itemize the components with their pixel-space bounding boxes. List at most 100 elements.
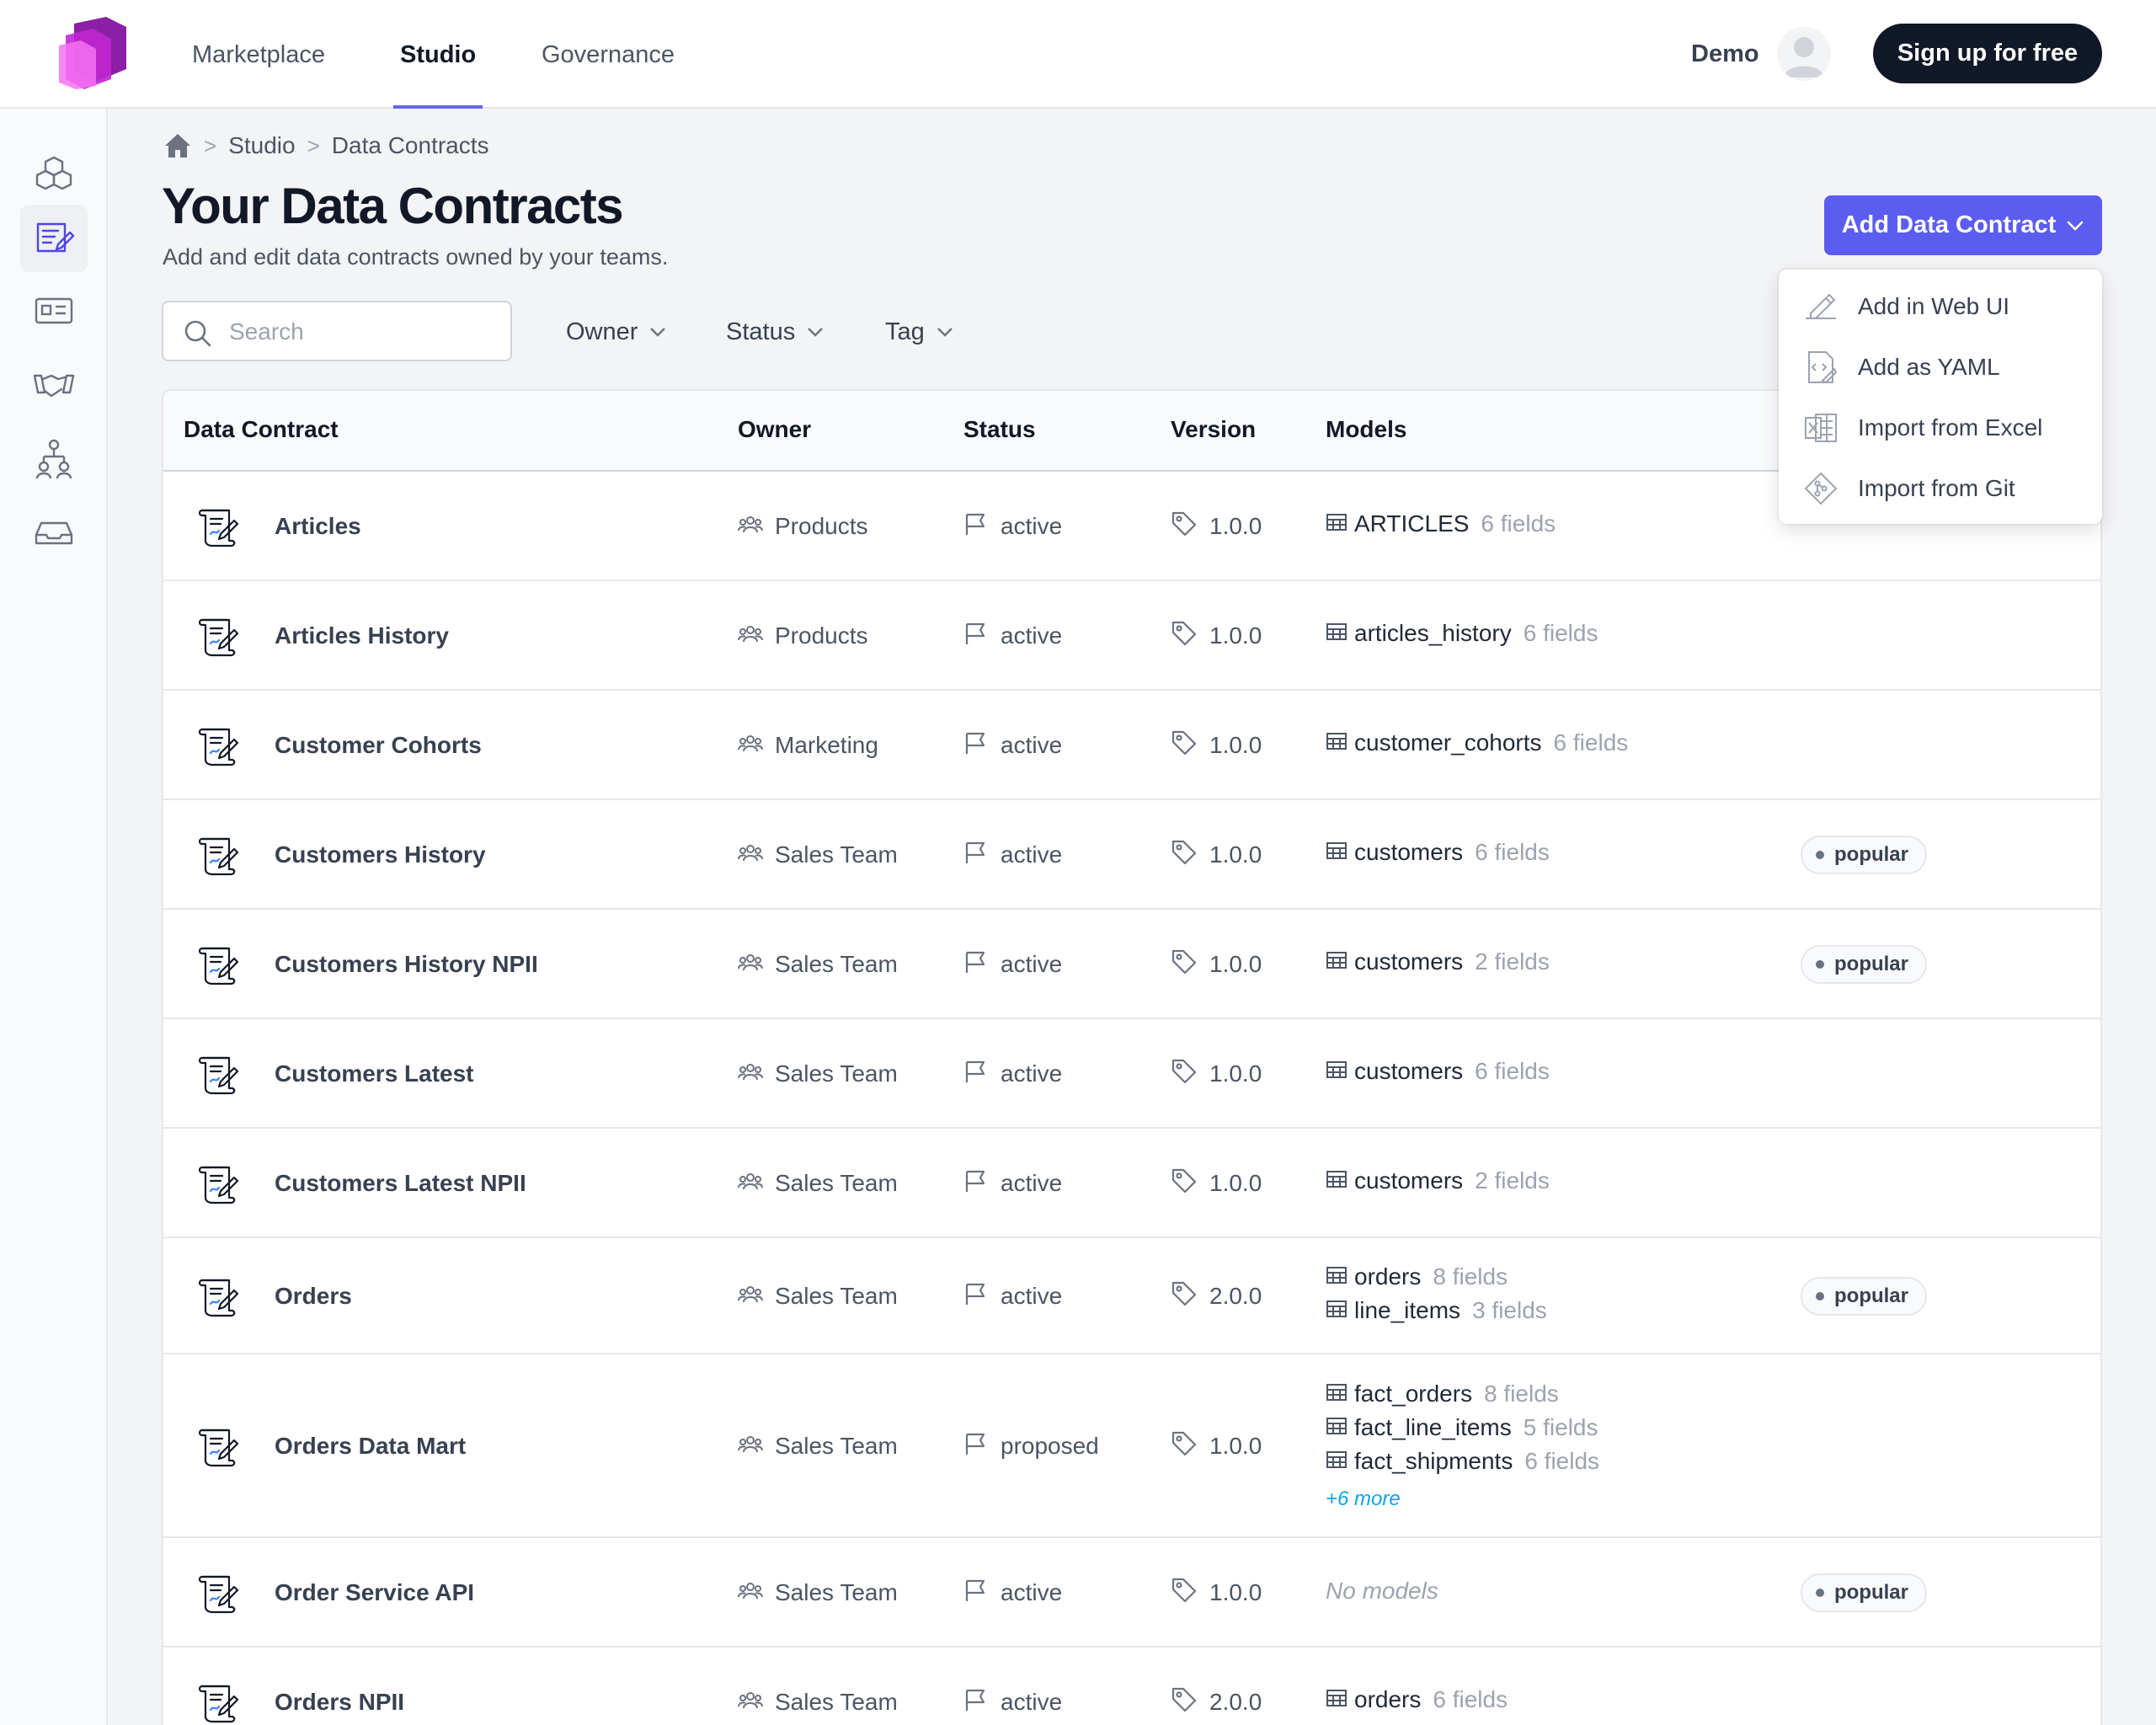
nav-tab-studio[interactable]: Studio (392, 0, 483, 109)
excel-icon (1805, 414, 1837, 442)
search-box[interactable] (162, 301, 512, 361)
data-contract-name[interactable]: Articles History (275, 622, 449, 649)
table-row[interactable]: Orders NPII Sales Team active 2.0.0 orders 6 … (163, 1648, 2100, 1725)
sidebar-item-teams[interactable] (20, 425, 88, 493)
column-header-data-contract[interactable]: Data Contract (184, 416, 339, 442)
model-field-count: 3 fields (1472, 1297, 1547, 1323)
table-row[interactable]: Customers History NPII Sales Team active 1.… (163, 910, 2100, 1019)
filter-owner[interactable]: Owner (566, 315, 666, 349)
flag-icon (963, 1687, 989, 1718)
sidebar-item-data-contracts[interactable] (20, 205, 88, 272)
version-value: 1.0.0 (1209, 732, 1262, 758)
search-input[interactable] (229, 314, 499, 350)
data-contract-name[interactable]: Customers History NPII (275, 951, 538, 977)
filter-status[interactable]: Status (726, 315, 824, 349)
avatar[interactable] (1777, 27, 1831, 81)
sidebar-item-data-products[interactable] (20, 277, 88, 344)
menu-item-add-web-ui[interactable]: Add in Web UI (1804, 283, 2009, 330)
data-contract-name[interactable]: Orders NPII (275, 1689, 405, 1715)
filter-tag[interactable]: Tag (885, 315, 953, 349)
app-logo[interactable] (59, 17, 128, 89)
table-row[interactable]: Customers Latest NPII Sales Team active 1.0… (163, 1129, 2100, 1238)
model-item[interactable]: articles_history 6 fields (1326, 619, 1598, 648)
table-row[interactable]: Customers History Sales Team active 1.0.0 cu… (163, 800, 2100, 910)
version-cell: 1.0.0 (1171, 1167, 1262, 1200)
owner-name: Sales Team (775, 1579, 898, 1605)
cubes-icon (35, 156, 72, 190)
code-file-icon (1808, 351, 1838, 384)
model-name: orders (1354, 1263, 1422, 1290)
tag-badge[interactable]: popular (1801, 1277, 1927, 1316)
sidebar-item-agreements[interactable] (20, 351, 88, 419)
more-models-link[interactable]: +6 more (1326, 1487, 1401, 1510)
table-icon (1326, 620, 1348, 647)
model-item[interactable]: fact_shipments 6 fields (1326, 1447, 1599, 1476)
column-header-models[interactable]: Models (1326, 416, 1407, 442)
signup-button[interactable]: Sign up for free (1873, 24, 2102, 83)
sidebar-item-requests[interactable] (20, 499, 88, 567)
column-header-owner[interactable]: Owner (738, 416, 812, 442)
owner-name: Marketing (775, 732, 878, 758)
chevron-down-icon (2067, 221, 2084, 231)
models-cell: customers 6 fields (1326, 1057, 1550, 1086)
model-item[interactable]: orders 6 fields (1326, 1685, 1508, 1714)
table-row[interactable]: Orders Data Mart Sales Team proposed 1.0.0 f… (163, 1354, 2100, 1538)
model-item[interactable]: fact_line_items 5 fields (1326, 1413, 1598, 1442)
nav-tab-governance[interactable]: Governance (542, 41, 675, 68)
version-value: 1.0.0 (1209, 951, 1262, 977)
version-cell: 1.0.0 (1171, 838, 1262, 872)
sidebar-item-marketplace[interactable] (20, 141, 88, 208)
owner-cell: Products (738, 510, 868, 543)
table-row[interactable]: Customer Cohorts Marketing active 1.0.0 cust… (163, 691, 2100, 800)
breadcrumb-data-contracts[interactable]: Data Contracts (331, 132, 489, 158)
add-data-contract-button[interactable]: Add Data Contract (1824, 195, 2102, 255)
data-contract-name[interactable]: Order Service API (275, 1579, 475, 1605)
model-field-count: 2 fields (1475, 948, 1550, 975)
model-item[interactable]: customers 6 fields (1326, 1057, 1550, 1086)
model-item[interactable]: line_items 3 fields (1326, 1296, 1547, 1325)
data-contract-name[interactable]: Customers Latest (275, 1060, 474, 1087)
data-contract-name[interactable]: Orders (275, 1283, 352, 1309)
data-contract-name[interactable]: Customers Latest NPII (275, 1170, 526, 1196)
data-contract-name[interactable]: Articles (275, 513, 361, 539)
status-value: active (1001, 732, 1063, 758)
nav-tab-marketplace[interactable]: Marketplace (192, 41, 325, 68)
git-icon (1804, 472, 1838, 505)
tag-badge[interactable]: popular (1801, 1573, 1927, 1612)
data-contract-name[interactable]: Orders Data Mart (275, 1433, 467, 1459)
data-contract-name[interactable]: Customer Cohorts (275, 732, 482, 758)
data-contract-name[interactable]: Customers History (275, 841, 486, 868)
menu-item-add-yaml[interactable]: Add as YAML (1804, 344, 2000, 391)
tag-label: popular (1834, 1284, 1908, 1307)
breadcrumb-studio[interactable]: Studio (228, 132, 296, 158)
owner-name: Products (775, 622, 868, 649)
table-row[interactable]: Customers Latest Sales Team active 1.0.0 cus… (163, 1019, 2100, 1129)
model-item[interactable]: customers 2 fields (1326, 948, 1550, 976)
owner-cell: Sales Team (738, 948, 898, 981)
tag-label: popular (1834, 843, 1908, 866)
table-row[interactable]: Order Service API Sales Team active 1.0.0 No… (163, 1538, 2100, 1648)
menu-item-import-excel[interactable]: Import from Excel (1804, 404, 2042, 451)
tag-badge[interactable]: popular (1801, 836, 1927, 874)
data-contract-icon (195, 1425, 241, 1471)
model-item[interactable]: customer_cohorts 6 fields (1326, 729, 1628, 757)
column-header-version[interactable]: Version (1171, 416, 1257, 442)
demo-label[interactable]: Demo (1691, 40, 1759, 67)
model-item[interactable]: orders 8 fields (1326, 1263, 1508, 1291)
home-icon[interactable] (163, 132, 192, 159)
table-row[interactable]: Articles Products active 1.0.0 ARTICLES 6 fie… (163, 472, 2100, 581)
table-row[interactable]: Articles History Products active 1.0.0 artic… (163, 581, 2100, 691)
status-value: active (1001, 1170, 1063, 1196)
version-cell: 1.0.0 (1171, 948, 1262, 981)
status-value: active (1001, 1689, 1063, 1715)
model-item[interactable]: customers 2 fields (1326, 1167, 1550, 1195)
tag-badge[interactable]: popular (1801, 945, 1927, 984)
table-row[interactable]: Orders Sales Team active 2.0.0 orders 8 field… (163, 1238, 2100, 1354)
menu-item-import-git[interactable]: Import from Git (1804, 465, 2015, 512)
model-item[interactable]: fact_orders 8 fields (1326, 1380, 1559, 1408)
team-icon (738, 732, 763, 759)
column-header-status[interactable]: Status (963, 416, 1036, 442)
model-item[interactable]: ARTICLES 6 fields (1326, 510, 1556, 538)
model-item[interactable]: customers 6 fields (1326, 838, 1550, 867)
table-icon (1326, 1263, 1348, 1290)
